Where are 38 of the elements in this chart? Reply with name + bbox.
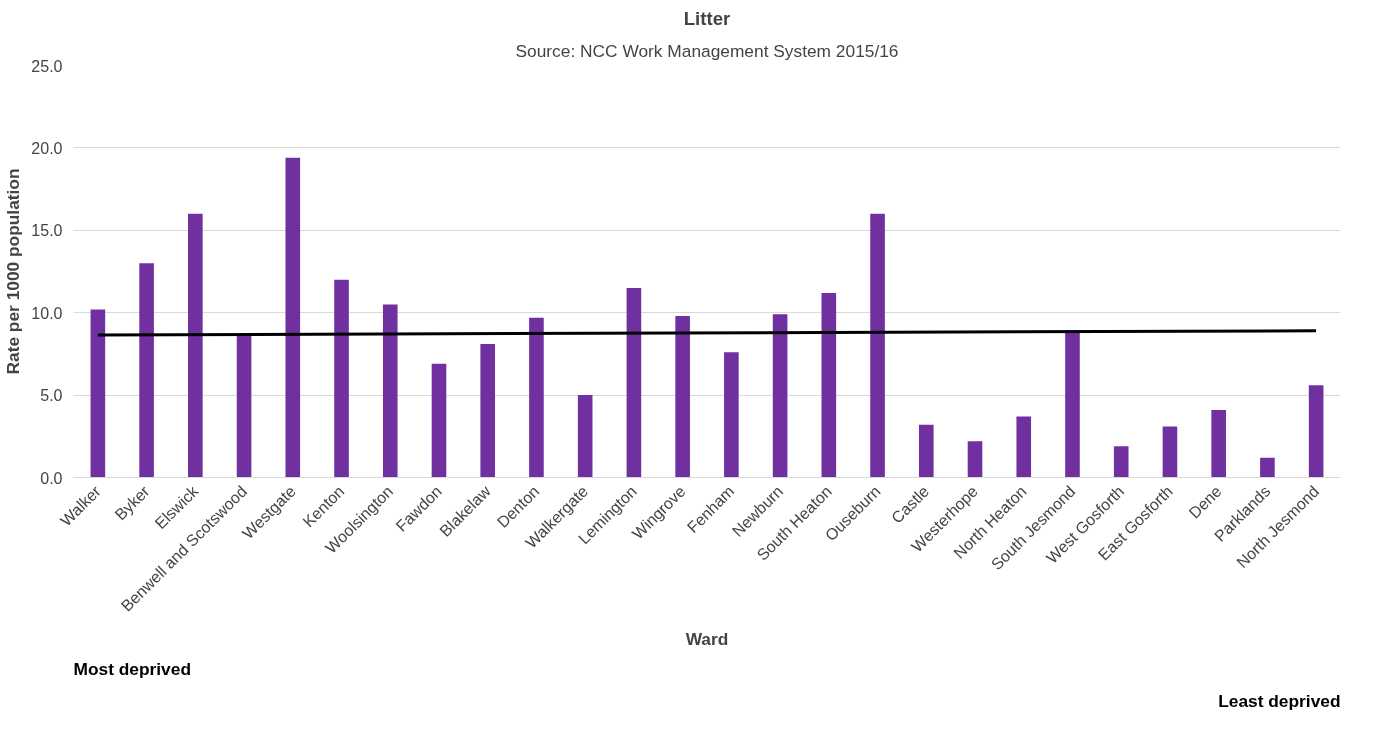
y-tick-label: 15.0	[31, 222, 63, 240]
bar	[1016, 416, 1032, 478]
bar	[626, 287, 642, 478]
bar	[724, 352, 739, 478]
y-tick-label: 5.0	[40, 387, 63, 405]
chart-title: Litter	[683, 7, 731, 29]
bar	[675, 316, 690, 478]
bar	[918, 424, 934, 478]
bar	[1211, 409, 1226, 478]
bar	[334, 279, 349, 478]
bar	[139, 263, 154, 478]
bar	[1065, 330, 1080, 478]
bar	[967, 441, 983, 478]
bar	[188, 213, 203, 478]
text: Least deprived	[1218, 690, 1341, 711]
y-axis-title: Rate per 1000 population	[3, 168, 24, 375]
bar	[431, 363, 447, 478]
x-axis-title: Ward	[685, 628, 729, 649]
y-tick-label: 25.0	[31, 57, 63, 75]
bar	[236, 335, 252, 478]
bar	[870, 213, 885, 478]
bar	[1260, 457, 1275, 478]
bar	[285, 157, 301, 478]
chart-subtitle: Source: NCC Work Management System 2015/16	[515, 40, 899, 61]
bar	[1113, 446, 1129, 478]
bar	[382, 304, 398, 478]
bar	[821, 292, 837, 478]
y-tick-label: 20.0	[31, 139, 63, 157]
bar	[772, 314, 788, 478]
text: Most deprived	[73, 658, 191, 679]
y-tick-label: 0.0	[40, 469, 63, 487]
y-tick-label: 10.0	[31, 304, 63, 322]
bar	[529, 317, 544, 478]
bar	[1308, 385, 1324, 478]
bar	[480, 344, 496, 478]
bar	[577, 395, 593, 478]
bar	[90, 309, 106, 478]
bar	[1162, 426, 1178, 478]
